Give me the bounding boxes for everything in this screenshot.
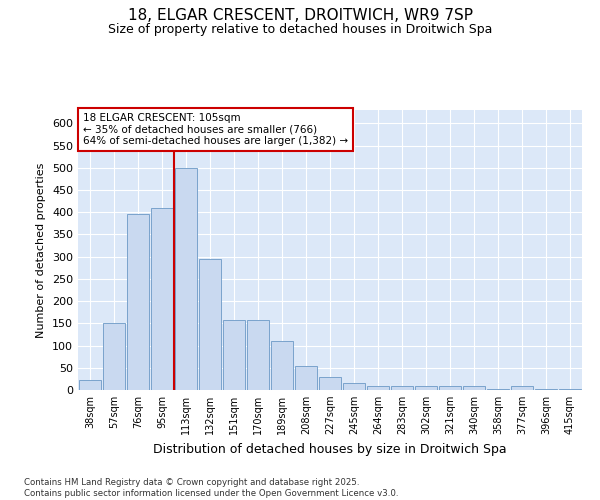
Bar — [343, 384, 365, 390]
Bar — [439, 386, 461, 390]
Y-axis label: Number of detached properties: Number of detached properties — [37, 162, 46, 338]
Bar — [199, 259, 221, 390]
Bar — [271, 341, 293, 390]
Bar — [247, 320, 269, 390]
Text: 18 ELGAR CRESCENT: 105sqm
← 35% of detached houses are smaller (766)
64% of semi: 18 ELGAR CRESCENT: 105sqm ← 35% of detac… — [83, 113, 348, 146]
Text: 18, ELGAR CRESCENT, DROITWICH, WR9 7SP: 18, ELGAR CRESCENT, DROITWICH, WR9 7SP — [128, 8, 473, 22]
Bar — [535, 388, 557, 390]
Bar — [79, 380, 101, 390]
Bar — [463, 386, 485, 390]
Text: Size of property relative to detached houses in Droitwich Spa: Size of property relative to detached ho… — [108, 22, 492, 36]
Text: Contains HM Land Registry data © Crown copyright and database right 2025.
Contai: Contains HM Land Registry data © Crown c… — [24, 478, 398, 498]
Bar — [487, 388, 509, 390]
Bar — [295, 366, 317, 390]
Bar — [223, 320, 245, 390]
X-axis label: Distribution of detached houses by size in Droitwich Spa: Distribution of detached houses by size … — [153, 442, 507, 456]
Bar — [319, 376, 341, 390]
Bar — [103, 324, 125, 390]
Bar — [511, 386, 533, 390]
Bar — [367, 386, 389, 390]
Bar — [391, 386, 413, 390]
Bar — [151, 208, 173, 390]
Bar — [127, 214, 149, 390]
Bar — [415, 386, 437, 390]
Bar — [559, 388, 581, 390]
Bar — [175, 168, 197, 390]
